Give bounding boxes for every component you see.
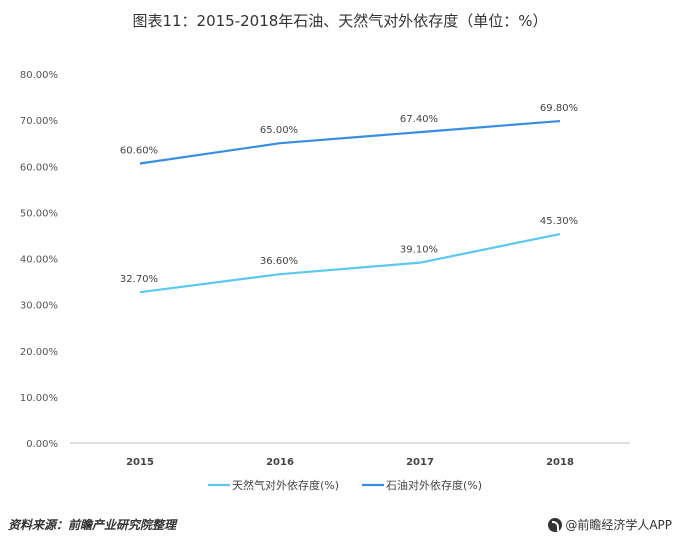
data-label: 69.80%	[540, 103, 578, 114]
chart-title: 图表11：2015-2018年石油、天然气对外依存度（单位：%）	[132, 12, 548, 30]
y-tick-label: 20.00%	[20, 347, 58, 358]
data-label: 45.30%	[540, 216, 578, 227]
y-tick-label: 60.00%	[20, 162, 58, 173]
brand: @前瞻经济学人APP	[548, 516, 672, 533]
data-label: 67.40%	[400, 114, 438, 125]
data-label: 39.10%	[400, 245, 438, 256]
y-tick-label: 0.00%	[26, 439, 58, 450]
y-tick-label: 80.00%	[20, 70, 58, 81]
series-line-0	[139, 232, 561, 294]
data-label: 60.60%	[120, 145, 158, 156]
y-tick-label: 30.00%	[20, 301, 58, 312]
x-tick-label: 2016	[266, 457, 294, 468]
data-label: 36.60%	[260, 256, 298, 267]
y-tick-label: 50.00%	[20, 208, 58, 219]
source-note: 资料来源：前瞻产业研究院整理	[8, 518, 177, 532]
data-label: 65.00%	[260, 125, 298, 136]
y-tick-label: 70.00%	[20, 116, 58, 127]
x-tick-label: 2015	[126, 457, 154, 468]
y-tick-label: 40.00%	[20, 255, 58, 266]
brand-logo-icon	[548, 517, 563, 532]
y-tick-label: 10.00%	[20, 393, 58, 404]
x-tick-label: 2017	[406, 457, 434, 468]
x-tick-label: 2018	[546, 457, 574, 468]
legend-label: 石油对外依存度(%)	[386, 478, 482, 492]
data-label: 32.70%	[120, 274, 158, 285]
series-line-1	[139, 119, 561, 165]
legend-label: 天然气对外依存度(%)	[232, 478, 339, 492]
brand-label: @前瞻经济学人APP	[565, 518, 672, 532]
footer: 资料来源：前瞻产业研究院整理 @前瞻经济学人APP	[8, 516, 672, 536]
